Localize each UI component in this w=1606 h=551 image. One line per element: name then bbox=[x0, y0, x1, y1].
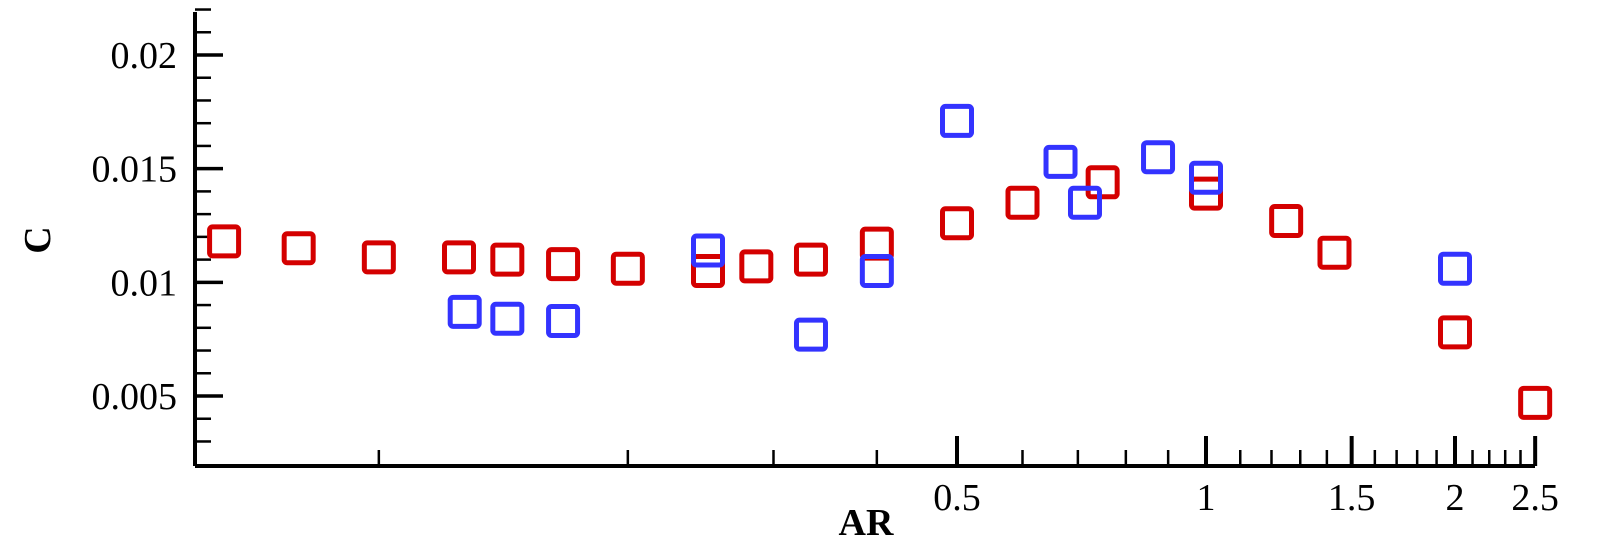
y-tick-label: 0.01 bbox=[111, 262, 178, 304]
data-point-series-2 bbox=[691, 233, 725, 268]
data-point-series-1 bbox=[691, 253, 725, 288]
data-point-series-1 bbox=[1518, 385, 1553, 420]
data-point-series-1 bbox=[442, 240, 476, 275]
data-point-series-1 bbox=[739, 249, 774, 284]
x-tick-label: 2 bbox=[1446, 477, 1465, 519]
data-point-series-1 bbox=[207, 224, 242, 259]
x-tick-label: 1.5 bbox=[1328, 477, 1376, 519]
data-point-series-1 bbox=[1269, 203, 1304, 238]
data-point-series-1 bbox=[940, 206, 974, 241]
x-tick-label: 0.5 bbox=[933, 477, 981, 519]
data-point-series-1 bbox=[490, 242, 525, 277]
data-point-series-2 bbox=[859, 253, 894, 288]
data-point-series-1 bbox=[1085, 165, 1120, 200]
y-axis-title: C bbox=[17, 226, 59, 253]
data-point-series-1 bbox=[859, 226, 894, 261]
y-tick-label: 0.005 bbox=[92, 376, 178, 418]
data-point-series-2 bbox=[793, 317, 828, 352]
data-point-series-2 bbox=[447, 294, 482, 329]
y-tick-label: 0.015 bbox=[92, 149, 178, 191]
x-tick-label: 2.5 bbox=[1511, 477, 1559, 519]
y-axis: 0.005 0.01 0.015 0.02 bbox=[92, 8, 223, 466]
data-point-series-1 bbox=[281, 231, 316, 266]
data-point-series-2 bbox=[1141, 140, 1176, 175]
data-point-series-1 bbox=[361, 240, 396, 275]
y-tick-label: 0.02 bbox=[111, 35, 178, 77]
x-axis: 0.5 1 1.5 2 2.5 bbox=[195, 436, 1559, 519]
data-point-series-2 bbox=[1189, 160, 1223, 195]
x-axis-title: AR bbox=[839, 502, 894, 544]
data-point-series-2 bbox=[1067, 185, 1102, 220]
data-point-series-2 bbox=[940, 103, 974, 138]
data-point-series-1 bbox=[793, 242, 828, 277]
data-points bbox=[207, 103, 1553, 420]
data-point-series-1 bbox=[1005, 185, 1040, 220]
data-point-series-1 bbox=[1438, 315, 1472, 350]
x-tick-label: 1 bbox=[1197, 477, 1216, 519]
data-point-series-2 bbox=[546, 303, 581, 338]
data-point-series-2 bbox=[1043, 144, 1078, 179]
data-point-series-2 bbox=[490, 301, 525, 336]
data-point-series-2 bbox=[1438, 251, 1472, 286]
data-point-series-1 bbox=[546, 247, 581, 282]
data-point-series-1 bbox=[1317, 235, 1352, 270]
data-point-series-1 bbox=[610, 251, 645, 286]
